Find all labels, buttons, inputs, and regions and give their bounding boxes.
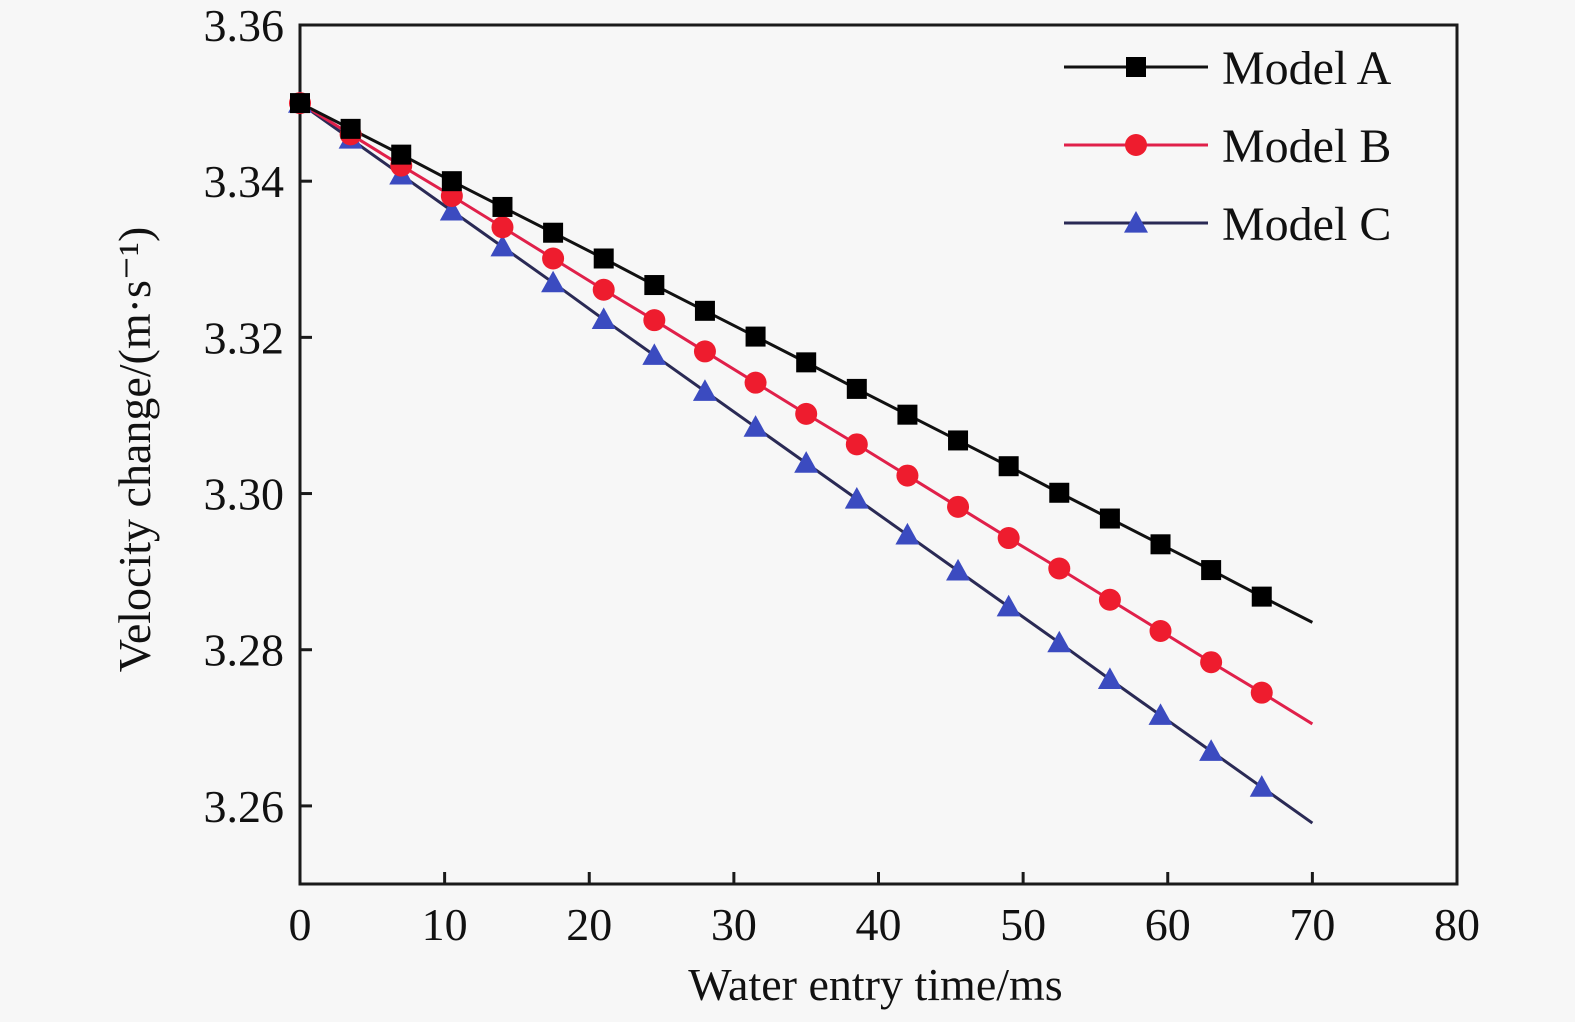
data-point: [1150, 534, 1171, 555]
data-point: [490, 234, 515, 257]
data-point: [542, 247, 565, 270]
data-point: [996, 594, 1021, 617]
y-tick-label: 3.26: [204, 781, 285, 832]
data-point: [1200, 651, 1223, 674]
x-tick-label: 10: [422, 899, 468, 950]
data-point: [845, 433, 868, 456]
data-point: [743, 415, 768, 437]
data-point: [1047, 630, 1072, 653]
data-point: [391, 144, 412, 165]
markers-model-a: [290, 93, 1272, 607]
data-point: [1199, 739, 1224, 761]
data-point: [543, 222, 564, 243]
data-point: [896, 464, 919, 487]
data-point: [1099, 508, 1120, 529]
data-point: [1049, 482, 1070, 503]
data-point: [1249, 775, 1274, 797]
y-tick-label: 3.36: [204, 0, 285, 51]
data-point: [491, 216, 514, 239]
data-point: [998, 456, 1019, 477]
legend-item: Model C: [1064, 198, 1391, 251]
legend-label: Model A: [1222, 42, 1392, 95]
data-point: [794, 451, 819, 473]
data-point: [492, 196, 513, 217]
legend-marker: [1125, 134, 1147, 156]
data-point: [1048, 557, 1071, 580]
data-point: [948, 430, 969, 451]
x-axis: 0 10 20 30 40 50 60 70 80: [289, 872, 1480, 950]
data-point: [441, 171, 462, 192]
data-point: [340, 118, 361, 139]
data-point: [844, 487, 869, 509]
x-tick-label: 0: [289, 899, 312, 950]
y-tick-label: 3.34: [204, 156, 285, 207]
data-point: [846, 378, 867, 399]
data-point: [592, 278, 615, 301]
data-point: [1201, 560, 1222, 581]
y-axis-title: Velocity change/(m·s⁻¹): [109, 227, 160, 673]
y-tick-label: 3.32: [204, 312, 285, 363]
data-point: [439, 198, 464, 221]
data-point: [895, 522, 920, 545]
data-point: [644, 275, 665, 296]
data-point: [1250, 681, 1273, 704]
x-tick-label: 20: [566, 899, 612, 950]
legend-item: Model B: [1064, 120, 1391, 173]
data-point: [694, 300, 715, 321]
x-tick-label: 70: [1289, 899, 1335, 950]
data-point: [290, 93, 310, 114]
series-markers: [288, 91, 1274, 797]
data-point: [642, 343, 667, 365]
data-point: [693, 340, 716, 363]
x-tick-label: 80: [1434, 899, 1480, 950]
data-point: [796, 352, 817, 373]
markers-model-b: [289, 92, 1273, 704]
data-point: [1148, 703, 1173, 725]
data-point: [946, 558, 971, 581]
data-point: [1149, 619, 1172, 642]
data-point: [1251, 586, 1272, 607]
x-tick-label: 50: [1000, 899, 1046, 950]
data-point: [1098, 588, 1121, 611]
x-tick-label: 40: [856, 899, 902, 950]
y-tick-label: 3.30: [204, 469, 285, 520]
legend-marker: [1126, 57, 1146, 77]
data-point: [744, 371, 767, 394]
y-tick-label: 3.28: [204, 625, 285, 676]
data-point: [997, 527, 1020, 550]
x-tick-label: 30: [711, 899, 757, 950]
data-point: [795, 402, 818, 425]
data-point: [643, 309, 666, 332]
legend: Model A Model B Model C: [1064, 42, 1392, 251]
y-axis: 3.26 3.28 3.30 3.32 3.34 3.36: [204, 0, 312, 832]
data-point: [541, 270, 566, 293]
data-point: [591, 307, 616, 330]
data-point: [745, 326, 766, 347]
legend-item: Model A: [1064, 42, 1392, 95]
data-point: [593, 248, 614, 269]
data-point: [1097, 667, 1122, 690]
x-axis-title: Water entry time/ms: [688, 959, 1062, 1010]
data-point: [947, 495, 970, 518]
legend-label: Model C: [1222, 198, 1391, 251]
legend-marker: [1124, 211, 1148, 233]
x-tick-label: 60: [1145, 899, 1191, 950]
legend-label: Model B: [1222, 120, 1391, 173]
data-point: [692, 379, 717, 401]
data-point: [897, 404, 918, 425]
